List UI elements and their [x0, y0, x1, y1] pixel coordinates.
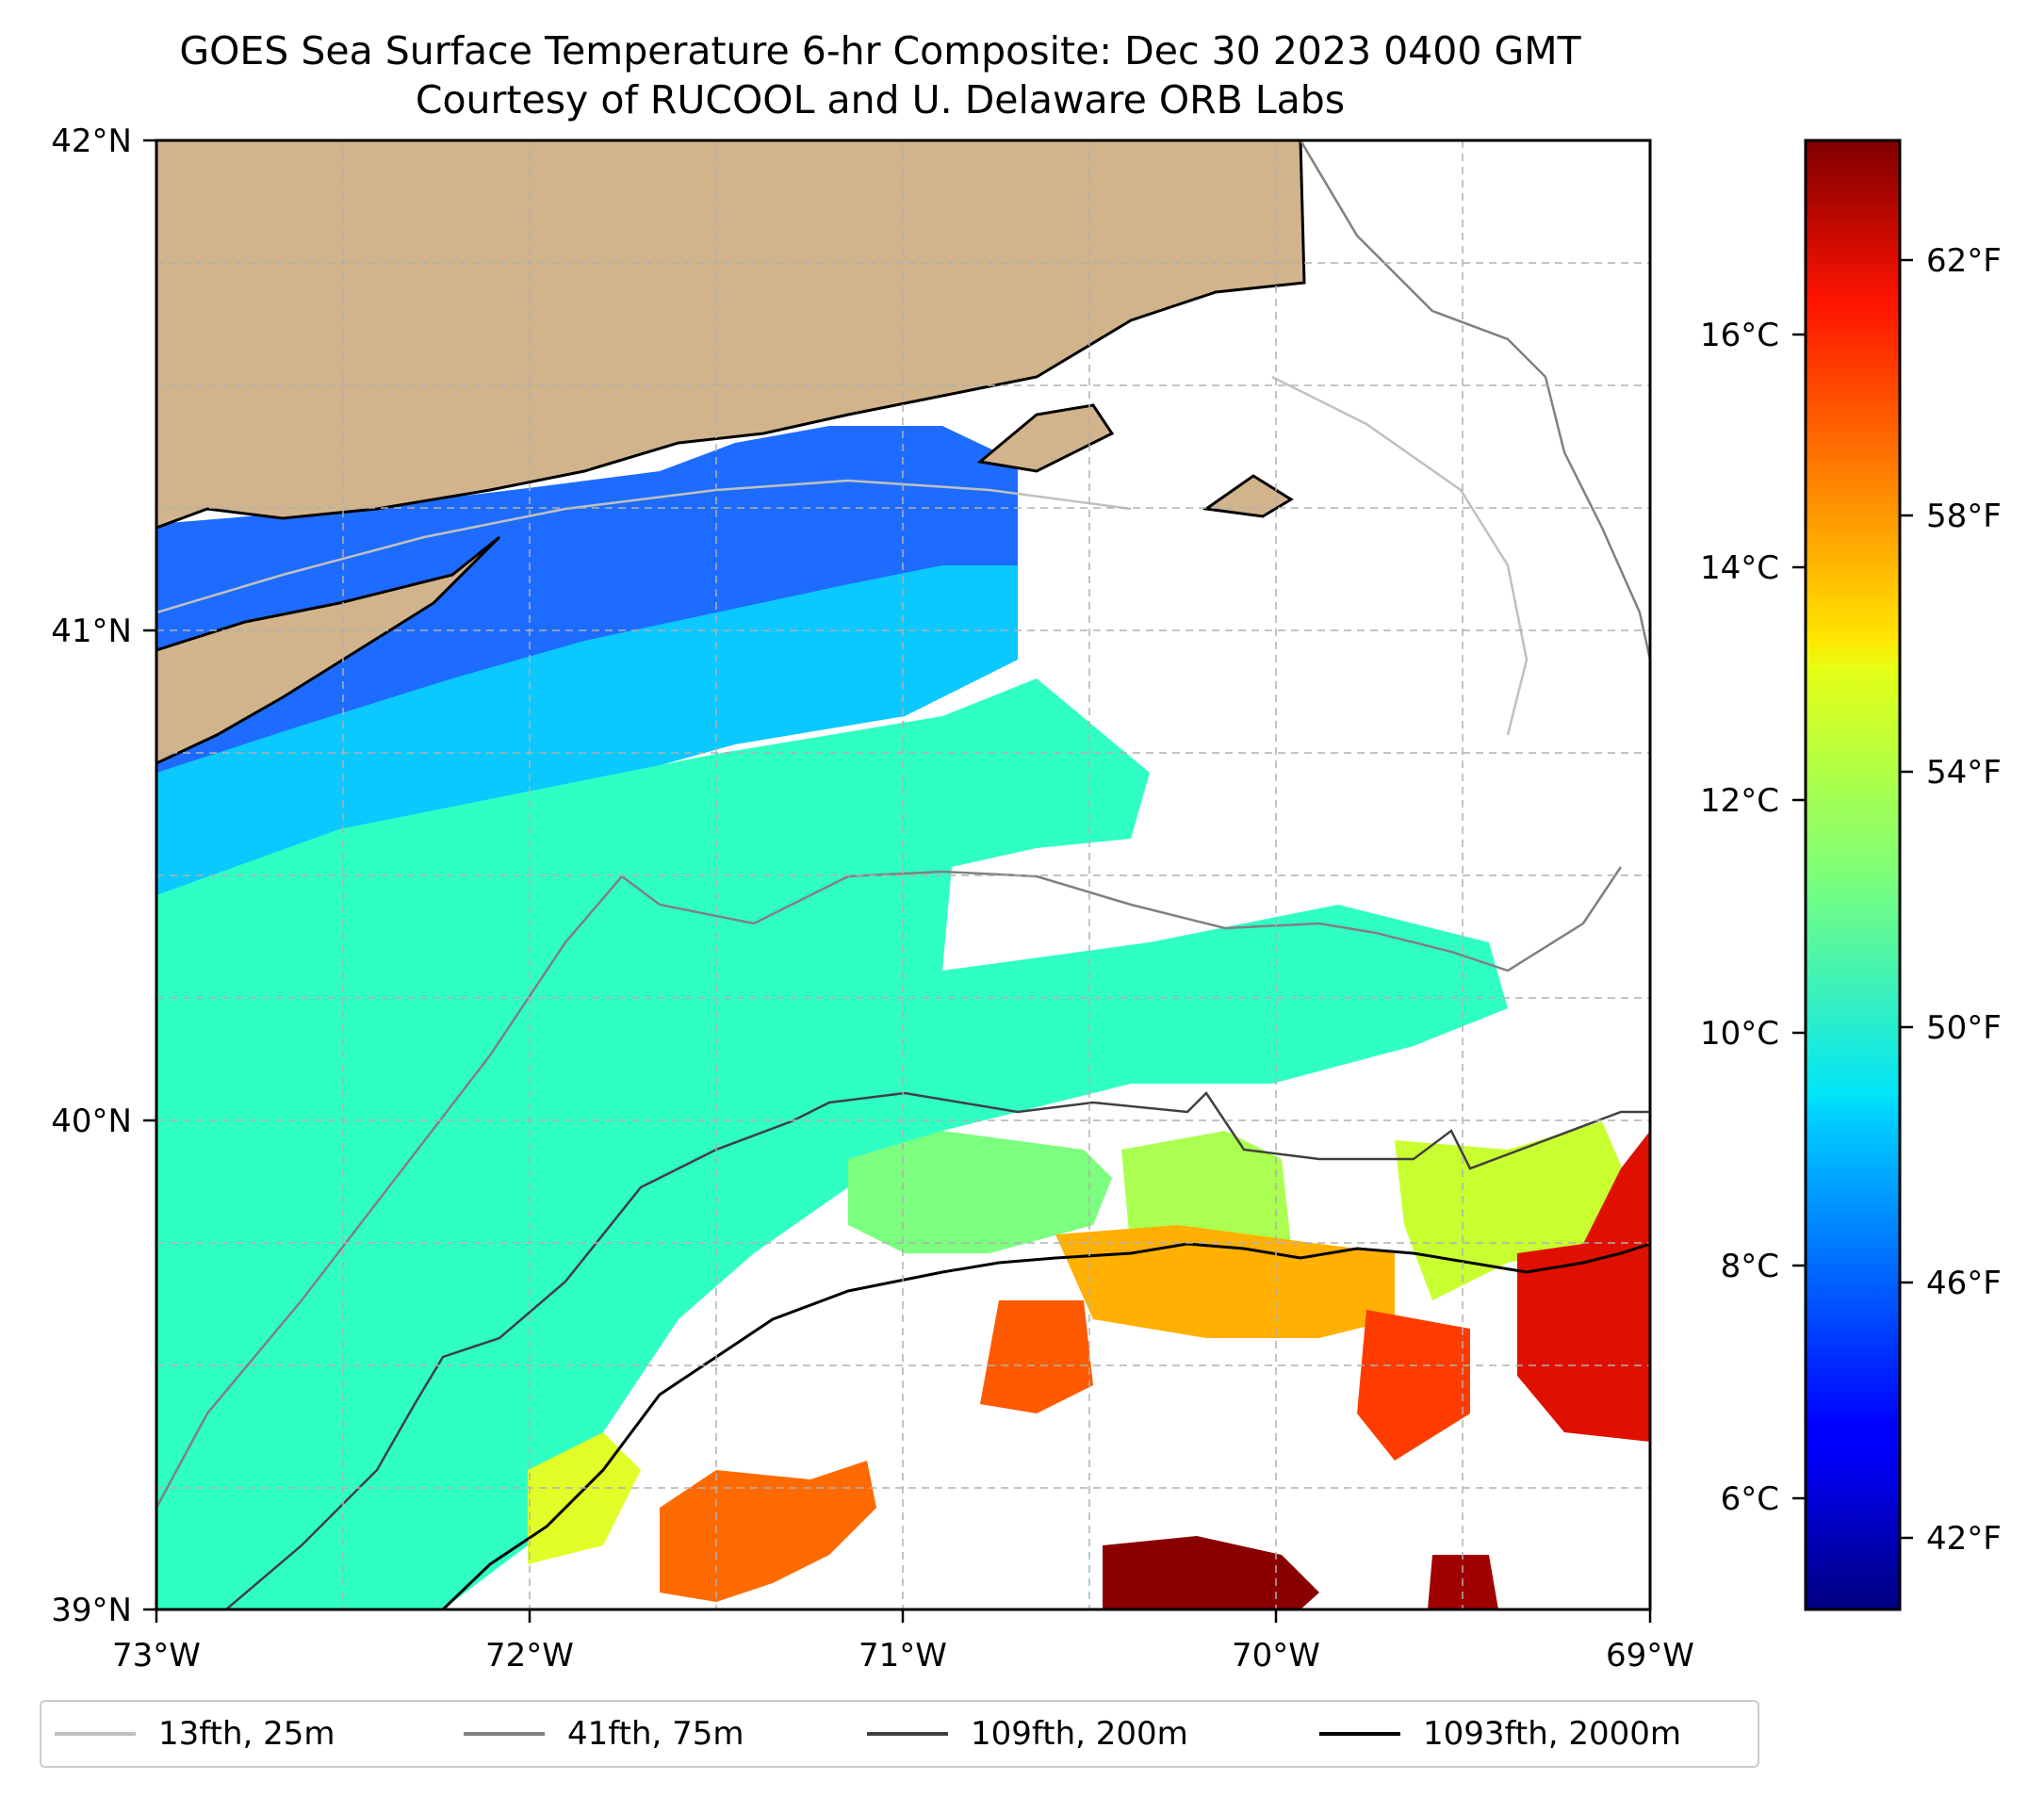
legend-item: 41fth, 75m — [464, 1713, 744, 1755]
legend-label: 109fth, 200m — [971, 1715, 1188, 1753]
lon-tick-label: 70°W — [1232, 1637, 1320, 1674]
lat-tick-label: 42°N — [51, 123, 132, 160]
colorbar-celsius-label: 10°C — [1700, 1015, 1779, 1053]
lat-tick-label: 41°N — [51, 613, 132, 650]
lon-tick-label: 73°W — [112, 1637, 201, 1674]
sst-warm-east — [1517, 1131, 1650, 1442]
sst-field — [156, 426, 1650, 1609]
gridlines — [156, 140, 1650, 1609]
sst-warm-eddy — [660, 1461, 876, 1602]
map-title: GOES Sea Surface Temperature 6-hr Compos… — [179, 28, 1581, 74]
legend-label: 1093fth, 2000m — [1423, 1715, 1682, 1753]
isobath-75m — [156, 140, 1650, 1509]
colorbar-fahrenheit-label: 62°F — [1926, 242, 2002, 280]
colorbar-ticks — [1792, 258, 1913, 1540]
legend-line-icon — [1319, 1732, 1400, 1736]
lon-tick-label: 72°W — [485, 1637, 574, 1674]
lat-tick-label: 40°N — [51, 1103, 132, 1140]
isobath-legend: 13fth, 25m 41fth, 75m 109fth, 200m 1093f… — [40, 1700, 1759, 1768]
map-subtitle: Courtesy of RUCOOL and U. Delaware ORB L… — [415, 77, 1346, 123]
sst-hot-patch-1 — [1103, 1536, 1319, 1609]
colorbar-celsius-label: 14°C — [1700, 549, 1779, 587]
land-nantucket — [1202, 474, 1294, 518]
legend-line-icon — [464, 1732, 545, 1736]
legend-label: 13fth, 25m — [158, 1715, 335, 1753]
axis-ticks — [143, 139, 1652, 1623]
lon-tick-label: 71°W — [858, 1637, 947, 1674]
land — [156, 140, 1306, 765]
legend-label: 41fth, 75m — [567, 1715, 744, 1753]
legend-item: 109fth, 200m — [867, 1713, 1188, 1755]
colorbar-fahrenheit-label: 42°F — [1926, 1520, 2002, 1558]
colorbar-fahrenheit-label: 54°F — [1926, 754, 2002, 792]
sst-yellow-fringe — [528, 1432, 641, 1564]
colorbar-celsius-label: 6°C — [1721, 1480, 1779, 1518]
colorbar — [1804, 139, 1902, 1611]
isobath-2000m — [441, 1242, 1650, 1609]
colorbar-celsius-label: 8°C — [1721, 1248, 1779, 1285]
legend-line-icon — [867, 1732, 948, 1736]
sst-cold-nearshore — [156, 426, 1018, 792]
land-marthas-vineyard — [976, 403, 1115, 473]
colorbar-fahrenheit-label: 58°F — [1926, 498, 2002, 535]
colorbar-celsius-label: 12°C — [1700, 782, 1779, 820]
isobath-25m — [156, 375, 1529, 736]
sst-warm-band — [1055, 1225, 1395, 1338]
colorbar-celsius-label: 16°C — [1700, 317, 1779, 354]
lat-tick-label: 39°N — [51, 1592, 132, 1629]
legend-item: 1093fth, 2000m — [1319, 1713, 1681, 1755]
legend-line-icon — [55, 1732, 136, 1736]
lon-tick-label: 69°W — [1606, 1637, 1694, 1674]
sst-outer-shelf — [156, 678, 1508, 1609]
sst-slope-green — [848, 1131, 1112, 1253]
colorbar-fahrenheit-label: 46°F — [1926, 1265, 2002, 1302]
land-new-england — [156, 140, 1306, 530]
sst-warm-core-2 — [1357, 1310, 1470, 1461]
legend-item: 13fth, 25m — [55, 1713, 335, 1755]
land-long-island — [156, 535, 501, 765]
sst-slope-yellow-east — [1395, 1121, 1630, 1300]
sst-warm-core-1 — [980, 1300, 1093, 1413]
colorbar-fahrenheit-label: 50°F — [1926, 1009, 2002, 1047]
